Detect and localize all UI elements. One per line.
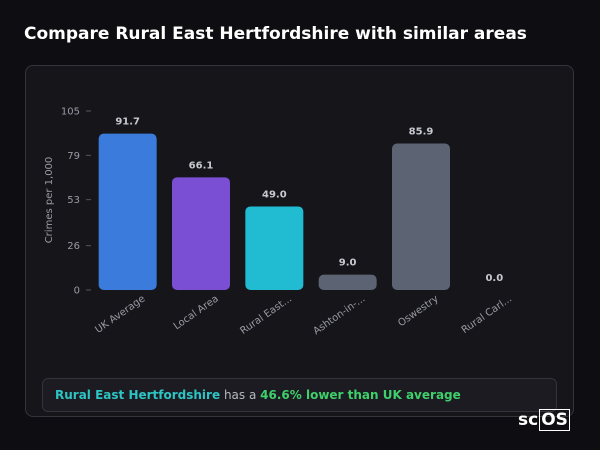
x-tick-label: Ashton-in-... — [311, 293, 367, 337]
page-title: Compare Rural East Hertfordshire with si… — [24, 24, 527, 44]
value-label: 66.1 — [189, 160, 214, 171]
y-tick-label: 53 — [67, 195, 80, 206]
x-tick-label: Oswestry — [396, 293, 441, 329]
summary-box: Rural East Hertfordshire has a 46.6% low… — [42, 378, 557, 412]
value-label: 9.0 — [339, 258, 357, 269]
y-tick-label: 0 — [74, 286, 80, 297]
bar — [172, 177, 230, 290]
summary-place: Rural East Hertfordshire — [55, 388, 221, 402]
x-tick-label: Rural Carl... — [460, 293, 514, 336]
summary-comparison: 46.6% lower than UK average — [260, 388, 461, 402]
bar — [318, 274, 377, 290]
y-tick-label: 105 — [61, 107, 80, 118]
bar — [245, 206, 304, 290]
bar — [392, 143, 450, 290]
logo-boxed: OS — [539, 409, 570, 431]
logo-text: sc — [518, 410, 539, 430]
y-tick-label: 26 — [67, 241, 80, 252]
y-tick-label: 79 — [67, 151, 80, 162]
summary-text: has a — [223, 388, 257, 402]
bar — [98, 133, 157, 290]
x-tick-label: Rural East... — [238, 293, 294, 337]
value-label: 49.0 — [262, 189, 287, 200]
y-axis-label: Crimes per 1,000 — [44, 157, 55, 244]
value-label: 0.0 — [485, 273, 503, 284]
x-tick-label: Local Area — [172, 293, 221, 332]
x-tick-label: UK Average — [93, 293, 147, 335]
value-label: 91.7 — [115, 117, 140, 128]
value-label: 85.9 — [409, 127, 434, 138]
logo: sc OS — [517, 409, 570, 431]
